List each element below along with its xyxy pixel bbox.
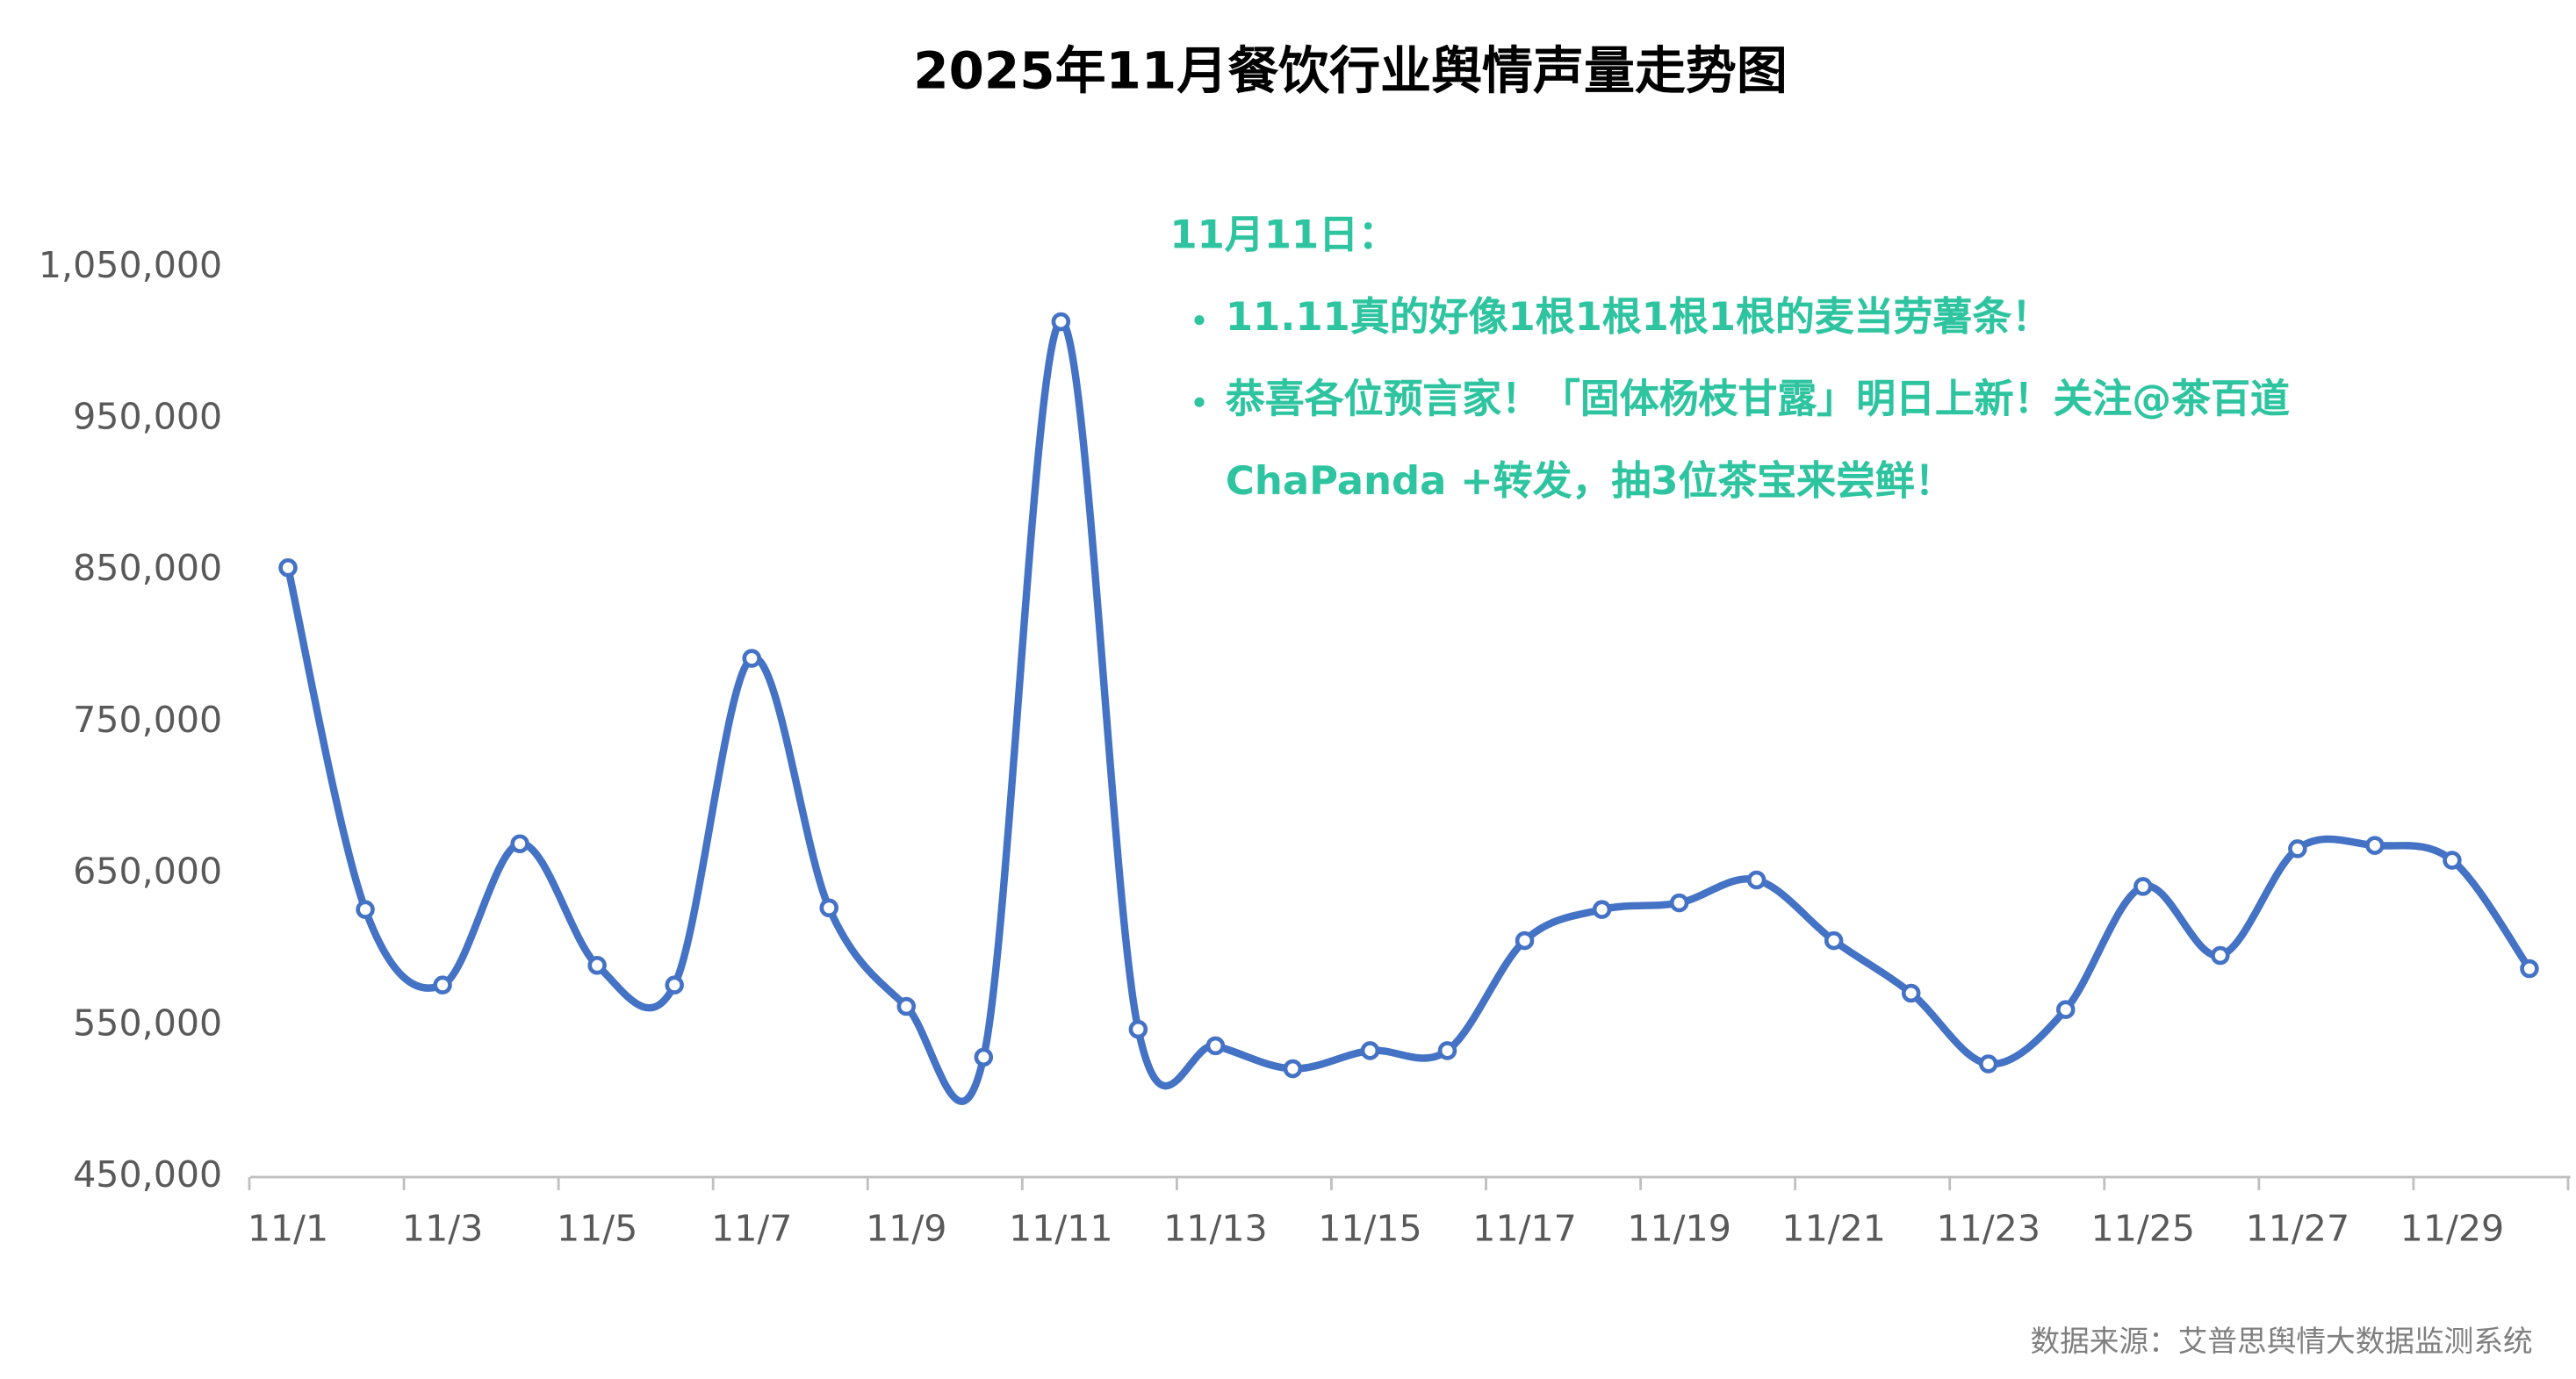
data-point bbox=[1824, 930, 1844, 951]
annotation: 11月11日： 11.11真的好像1根1根1根1根的麦当劳薯条！恭喜各位预言家！… bbox=[1169, 194, 2516, 522]
x-tick-label: 11/5 bbox=[557, 1208, 637, 1250]
data-point bbox=[819, 898, 839, 918]
y-tick-label: 850,000 bbox=[73, 547, 222, 589]
y-tick-label: 550,000 bbox=[73, 1002, 222, 1044]
x-tick-label: 11/13 bbox=[1163, 1208, 1268, 1250]
x-tick-label: 11/19 bbox=[1627, 1208, 1731, 1250]
annotation-item: 11.11真的好像1根1根1根1根的麦当劳薯条！ bbox=[1226, 276, 2424, 358]
data-point bbox=[433, 975, 452, 995]
x-tick-label: 11/25 bbox=[2091, 1208, 2196, 1250]
data-point bbox=[2365, 836, 2385, 855]
data-point bbox=[665, 975, 684, 995]
x-tick-label: 11/29 bbox=[2400, 1208, 2505, 1250]
x-tick-label: 11/15 bbox=[1318, 1208, 1422, 1250]
data-point bbox=[2056, 1000, 2076, 1019]
data-point bbox=[1205, 1036, 1226, 1056]
data-point bbox=[356, 900, 375, 919]
x-tick-label: 11/3 bbox=[402, 1208, 483, 1250]
data-point bbox=[742, 649, 761, 668]
annotation-title: 11月11日： bbox=[1169, 212, 1398, 258]
x-tick-label: 11/1 bbox=[248, 1208, 328, 1250]
data-point bbox=[974, 1047, 994, 1067]
data-point bbox=[510, 834, 529, 853]
data-point bbox=[2288, 839, 2307, 858]
y-tick-label: 750,000 bbox=[73, 699, 222, 741]
data-point bbox=[2520, 959, 2539, 979]
x-tick-label: 11/21 bbox=[1781, 1208, 1886, 1250]
data-point bbox=[1592, 900, 1612, 919]
x-tick-label: 11/27 bbox=[2246, 1208, 2350, 1250]
data-point bbox=[1051, 312, 1071, 332]
annotation-item: 恭喜各位预言家！「固体杨枝甘露」明日上新！关注@茶百道ChaPanda +转发，… bbox=[1226, 358, 2424, 522]
data-point bbox=[1128, 1019, 1148, 1039]
data-line bbox=[284, 318, 2533, 1105]
data-point bbox=[2443, 851, 2462, 870]
x-tick-label: 11/23 bbox=[1936, 1208, 2040, 1250]
y-tick-label: 1,050,000 bbox=[39, 244, 222, 286]
data-point bbox=[1515, 930, 1535, 951]
data-point bbox=[587, 955, 607, 975]
data-point bbox=[278, 558, 298, 578]
data-point bbox=[896, 996, 917, 1016]
x-tick-label: 11/11 bbox=[1009, 1208, 1113, 1250]
y-tick-label: 950,000 bbox=[73, 396, 222, 438]
source-note: 数据来源：艾普思舆情大数据监测系统 bbox=[2030, 1324, 2532, 1358]
x-tick-label: 11/17 bbox=[1472, 1208, 1577, 1250]
data-point bbox=[1746, 870, 1767, 890]
data-point bbox=[1283, 1059, 1303, 1079]
data-point bbox=[1437, 1041, 1457, 1060]
data-point bbox=[1360, 1041, 1380, 1060]
x-tick-label: 11/9 bbox=[866, 1208, 946, 1250]
chart-title: 2025年11月餐饮行业舆情声量走势图 bbox=[913, 40, 1788, 100]
data-point bbox=[1669, 893, 1689, 913]
data-point bbox=[1978, 1054, 1998, 1074]
data-point bbox=[2133, 877, 2153, 896]
data-point bbox=[2211, 945, 2230, 966]
annotation-list: 11.11真的好像1根1根1根1根的麦当劳薯条！恭喜各位预言家！「固体杨枝甘露」… bbox=[1169, 276, 2516, 522]
y-tick-label: 650,000 bbox=[73, 851, 222, 893]
annotation-box: 11月11日： 11.11真的好像1根1根1根1根的麦当劳薯条！恭喜各位预言家！… bbox=[1169, 194, 2516, 522]
y-tick-label: 450,000 bbox=[73, 1153, 222, 1196]
x-tick-label: 11/7 bbox=[711, 1208, 792, 1250]
data-point bbox=[1901, 983, 1921, 1003]
